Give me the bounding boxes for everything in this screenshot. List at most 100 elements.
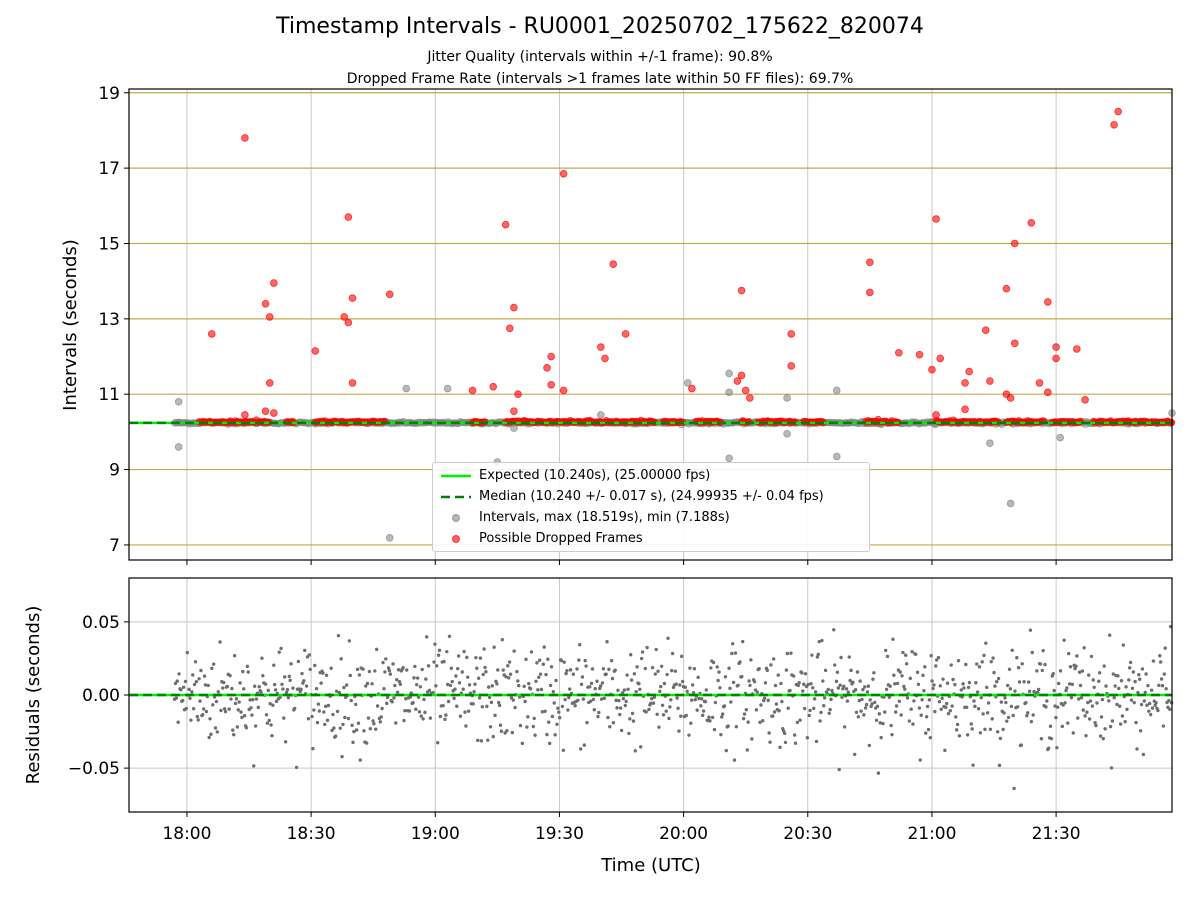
residual-point bbox=[1156, 708, 1160, 713]
dropped-frame-outlier bbox=[1010, 339, 1019, 348]
residual-point bbox=[645, 645, 649, 650]
residual-point bbox=[1066, 721, 1070, 725]
residual-point bbox=[238, 681, 242, 685]
residual-point bbox=[395, 690, 400, 694]
dropped-frame-outlier bbox=[547, 380, 555, 389]
residual-point bbox=[732, 758, 737, 762]
bottom-y-tick-label-2: 0.05 bbox=[82, 613, 120, 633]
residual-point bbox=[1132, 700, 1136, 705]
residual-point bbox=[658, 689, 662, 694]
residual-point bbox=[588, 699, 593, 703]
residual-point bbox=[211, 703, 215, 707]
x-tick-label-6: 21:00 bbox=[907, 824, 956, 844]
residual-point bbox=[557, 710, 561, 714]
residual-point bbox=[867, 743, 871, 748]
residual-point bbox=[1129, 698, 1134, 702]
residual-point bbox=[198, 699, 202, 703]
residual-point bbox=[404, 697, 408, 701]
residual-point bbox=[961, 682, 965, 686]
residual-point bbox=[300, 671, 304, 676]
residual-point bbox=[709, 666, 713, 670]
residual-point bbox=[661, 713, 666, 717]
residual-point bbox=[758, 720, 762, 725]
residual-point bbox=[946, 711, 951, 716]
residual-point bbox=[1097, 671, 1102, 675]
residual-point bbox=[979, 695, 983, 700]
residual-point bbox=[248, 698, 252, 702]
residual-point bbox=[699, 704, 703, 708]
residual-point bbox=[416, 695, 421, 699]
residual-point bbox=[707, 715, 711, 719]
residual-point bbox=[486, 685, 491, 689]
residual-point bbox=[920, 698, 924, 702]
residual-point bbox=[375, 704, 380, 708]
residual-point bbox=[904, 662, 909, 666]
residual-point bbox=[713, 700, 718, 705]
residual-point bbox=[885, 654, 890, 659]
residual-point bbox=[1091, 678, 1095, 682]
residual-point bbox=[1160, 684, 1165, 688]
residual-point bbox=[287, 674, 291, 679]
x-tick-label-2: 19:00 bbox=[411, 824, 460, 844]
residual-point bbox=[1022, 680, 1026, 684]
residual-point bbox=[1107, 699, 1111, 703]
residual-point bbox=[1028, 628, 1033, 632]
residual-point bbox=[476, 676, 481, 680]
residual-point bbox=[789, 651, 793, 655]
dropped-frame-outlier bbox=[1044, 388, 1052, 397]
residual-point bbox=[307, 653, 311, 657]
residual-point bbox=[516, 679, 520, 683]
residual-point bbox=[730, 642, 735, 646]
residual-point bbox=[635, 665, 639, 669]
residual-point bbox=[801, 689, 805, 693]
residual-point bbox=[1104, 684, 1108, 688]
dropped-frame-outlier bbox=[1114, 107, 1122, 116]
residual-point bbox=[252, 684, 257, 688]
residual-point bbox=[720, 712, 725, 716]
legend-item-dropped: Possible Dropped Frames bbox=[433, 529, 869, 549]
residual-point bbox=[872, 671, 876, 675]
residual-point bbox=[563, 697, 567, 702]
dropped-frame-outlier bbox=[543, 364, 551, 372]
residual-point bbox=[975, 662, 979, 666]
residual-point bbox=[700, 713, 705, 718]
residual-point bbox=[857, 698, 861, 703]
residual-point bbox=[209, 732, 213, 736]
residual-point bbox=[189, 718, 193, 722]
residual-point bbox=[585, 720, 589, 725]
residual-point bbox=[744, 708, 749, 712]
residual-point bbox=[473, 682, 477, 686]
residual-point bbox=[213, 726, 218, 730]
residual-point bbox=[877, 712, 881, 716]
residual-point bbox=[384, 657, 388, 661]
residual-point bbox=[495, 682, 499, 686]
residual-point bbox=[919, 713, 923, 717]
residual-point bbox=[487, 695, 492, 700]
residual-point bbox=[1151, 659, 1156, 663]
residual-point bbox=[652, 695, 657, 699]
residual-point bbox=[878, 721, 882, 725]
residual-point bbox=[989, 659, 993, 664]
interval-outlier-point bbox=[832, 386, 841, 395]
residual-point bbox=[206, 683, 210, 688]
residual-point bbox=[827, 711, 831, 715]
residual-point bbox=[361, 667, 365, 671]
residual-point bbox=[811, 686, 815, 690]
residual-point bbox=[1070, 682, 1075, 687]
residual-point bbox=[546, 657, 550, 661]
residual-point bbox=[806, 682, 810, 687]
residual-point bbox=[534, 679, 538, 683]
residual-point bbox=[507, 676, 511, 680]
residual-point bbox=[564, 671, 568, 676]
residual-point bbox=[948, 709, 953, 713]
residual-point bbox=[1029, 719, 1034, 724]
residual-point bbox=[984, 641, 988, 645]
residual-point bbox=[617, 698, 621, 703]
residual-point bbox=[623, 703, 627, 708]
residual-point bbox=[201, 713, 205, 717]
residual-point bbox=[830, 688, 834, 693]
residual-point bbox=[437, 648, 442, 653]
residual-point bbox=[312, 708, 316, 712]
residual-point bbox=[568, 668, 573, 672]
residual-point bbox=[272, 682, 277, 687]
